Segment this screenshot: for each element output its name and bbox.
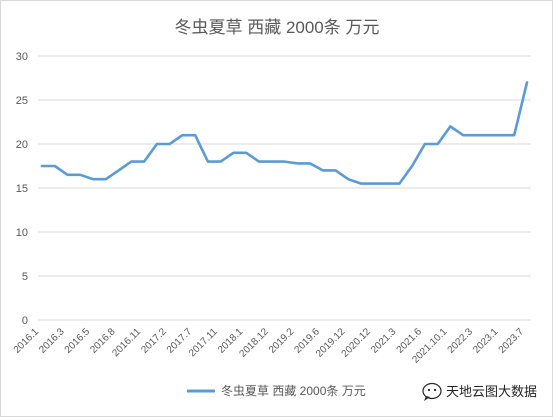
x-tick-label: 2017.2 [139,326,169,356]
y-tick-label: 0 [22,315,28,327]
x-tick-label: 2016.11 [110,326,143,359]
y-axis-ticks: 0 5 10 15 20 25 30 [16,51,28,327]
chart-title: 冬虫夏草 西藏 2000条 万元 [175,18,380,37]
y-tick-label: 10 [16,227,28,239]
x-tick-label: 2018.12 [238,326,272,360]
y-tick-label: 5 [22,271,28,283]
x-tick-label: 2019.2 [267,326,297,356]
series-layer [40,81,529,185]
series-line [40,81,529,185]
x-tick-label: 2022.3 [446,326,476,356]
y-tick-label: 15 [16,183,28,195]
legend-label: 冬虫夏草 西藏 2000条 万元 [221,383,366,398]
x-tick-label: 2021.3 [369,326,399,356]
x-tick-label: 2016.3 [37,326,67,356]
x-tick-label: 2023.7 [497,326,527,356]
x-tick-label: 2016.5 [63,326,93,356]
x-tick-label: 2020.12 [340,326,374,360]
x-tick-label: 2023.1 [471,326,501,356]
x-axis-ticks: 2016.12016.32016.52016.82016.112017.2201… [12,326,527,366]
y-tick-label: 30 [16,51,28,63]
watermark-text: 天地云图大数据 [446,384,537,399]
chat-bubble-icon [422,382,442,401]
gridlines [38,55,531,321]
x-tick-label: 2016.1 [12,326,42,356]
y-tick-label: 25 [16,95,28,107]
legend: 冬虫夏草 西藏 2000条 万元 [187,383,366,398]
x-tick-label: 2017.11 [187,326,220,359]
y-tick-label: 20 [16,139,28,151]
watermark: 天地云图大数据 [422,382,537,401]
